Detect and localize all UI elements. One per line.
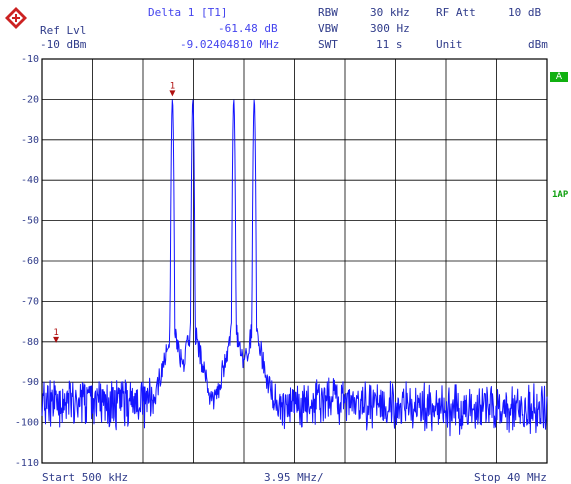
span-per-division: 3.95 MHz/ xyxy=(264,471,324,484)
rohde-schwarz-logo-icon xyxy=(5,7,27,29)
y-tick-label: -30 xyxy=(21,135,39,146)
y-tick-label: -90 xyxy=(21,377,39,388)
marker-triangle xyxy=(53,336,60,343)
rbw-label: RBW xyxy=(318,6,338,19)
y-tick-label: -100 xyxy=(15,418,39,429)
ap-detector-badge: 1AP xyxy=(552,190,569,200)
stop-frequency: Stop 40 MHz xyxy=(474,471,547,484)
start-frequency: Start 500 kHz xyxy=(42,471,129,484)
y-tick-label: -20 xyxy=(21,94,39,105)
y-tick-label: -110 xyxy=(15,458,39,469)
ref-level-value: -10 dBm xyxy=(40,38,87,51)
unit-label: Unit xyxy=(436,38,463,51)
y-tick-label: -40 xyxy=(21,175,39,186)
y-axis-ticks: -10 -20 -30 -40 -50 -60 -70 -80 -90 -100 -110 xyxy=(15,54,39,469)
unit-value: dBm xyxy=(528,38,548,51)
marker-layer: 11 xyxy=(53,81,176,343)
y-tick-label: -80 xyxy=(21,337,39,348)
marker-label: 1 xyxy=(53,328,58,338)
swt-value: 11 s xyxy=(376,38,403,51)
y-tick-label: -10 xyxy=(21,54,39,65)
vbw-label: VBW xyxy=(318,22,338,35)
swt-label: SWT xyxy=(318,38,338,51)
marker-label: 1 xyxy=(170,81,175,91)
marker-delta-freq: -9.02404810 MHz xyxy=(180,38,280,51)
y-tick-label: -70 xyxy=(21,296,39,307)
rf-att-label: RF Att xyxy=(436,6,476,19)
rbw-value: 30 kHz xyxy=(370,6,410,19)
y-tick-label: -60 xyxy=(21,256,39,267)
rf-att-value: 10 dB xyxy=(508,6,542,19)
y-tick-label: -50 xyxy=(21,216,39,227)
marker-triangle xyxy=(169,90,176,97)
marker-title: Delta 1 [T1] xyxy=(148,6,228,19)
spectrum-trace xyxy=(41,99,548,437)
trace-a-badge: A xyxy=(550,72,568,82)
vbw-value: 300 Hz xyxy=(370,22,410,35)
marker-delta-db: -61.48 dB xyxy=(218,22,278,35)
ref-level-label: Ref Lvl xyxy=(40,24,87,37)
